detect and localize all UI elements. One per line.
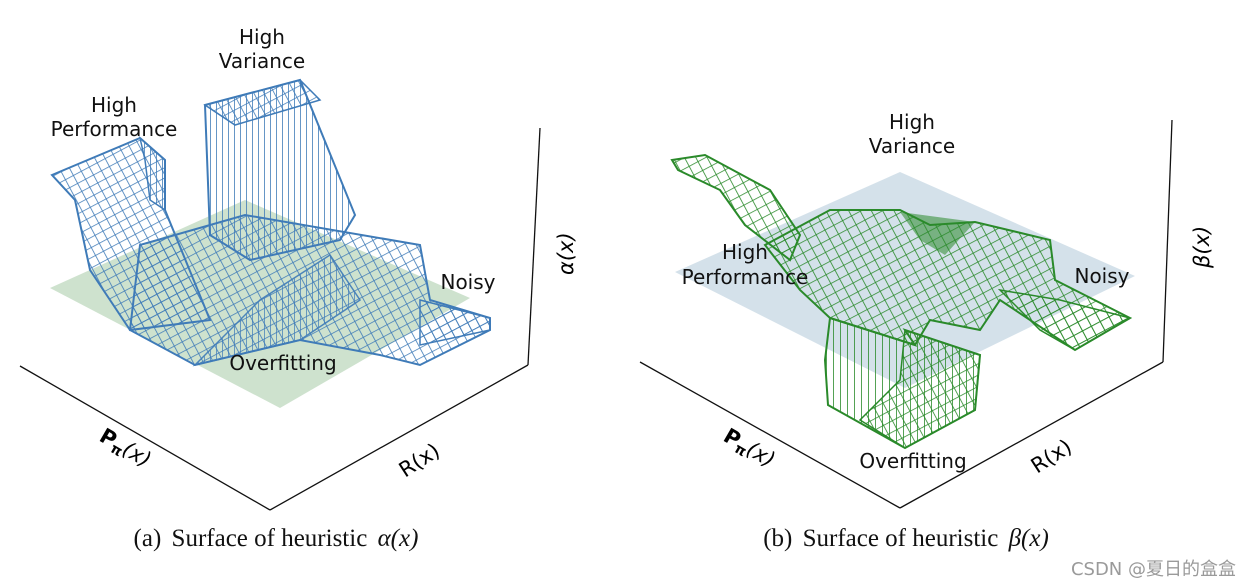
panel-a-caption: (a) Surface of heuristic α(x) — [134, 525, 419, 552]
panel-a-label-high-variance-2: Variance — [219, 49, 305, 73]
panel-b-label-noisy: Noisy — [1074, 264, 1129, 288]
panel-a-y-axis-label: R(x) — [395, 438, 444, 482]
panel-b-label-high-variance-2: Variance — [869, 134, 955, 158]
panel-b-label-high-performance-2: Performance — [682, 265, 809, 289]
panel-a-z-axis-label: α(x) — [554, 232, 578, 275]
panel-b-y-axis-label: R(x) — [1027, 434, 1076, 478]
panel-a-x-axis-label: Pπ(x) — [94, 424, 155, 475]
panel-b-x-axis-label: Pπ(x) — [718, 424, 779, 475]
panel-a-label-high-performance-1: High — [91, 93, 137, 117]
panel-a-axes — [19, 127, 541, 511]
panel-b-label-overfitting: Overfitting — [859, 449, 966, 473]
panel-b-label-high-performance-1: High — [722, 240, 768, 264]
panel-b-z-axis-label: β(x) — [1190, 226, 1214, 269]
panel-a-label-overfitting: Overfitting — [229, 351, 336, 375]
panel-b-overfitting-pit — [823, 316, 982, 450]
panel-a: High Variance High Performance Noisy Ove… — [19, 25, 578, 552]
watermark-text: CSDN @夏日的盒盒 — [1071, 559, 1236, 580]
panel-a-label-noisy: Noisy — [440, 270, 495, 294]
panel-b-label-high-variance-1: High — [889, 110, 935, 134]
panel-b-axes — [639, 119, 1173, 509]
panel-b-caption: (b) Surface of heuristic β(x) — [763, 525, 1049, 552]
panel-a-label-high-variance-1: High — [239, 25, 285, 49]
panel-a-center-mesh — [128, 213, 491, 367]
panel-b-center-mesh — [763, 209, 1133, 352]
panel-a-label-high-performance-2: Performance — [51, 117, 178, 141]
panel-b: High Variance High Performance Noisy Ove… — [639, 110, 1214, 552]
